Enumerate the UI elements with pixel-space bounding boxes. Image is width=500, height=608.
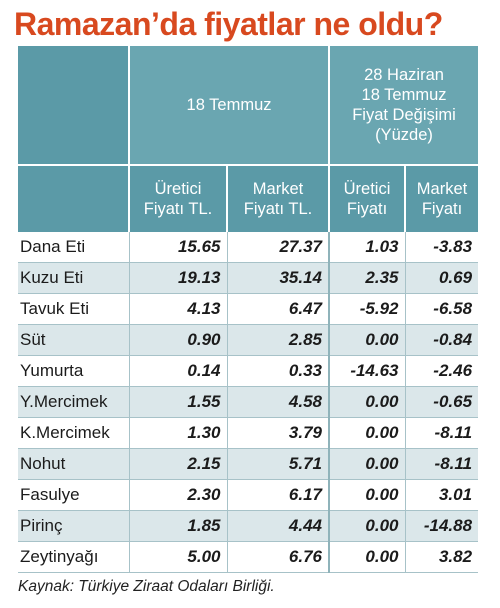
table-row: Nohut 2.15 5.71 0.00 -8.11 (18, 448, 479, 480)
header-market-price: Market Fiyatı TL. (225, 164, 330, 232)
producer-price-cell: 2.15 (128, 448, 227, 480)
header-producer-change: Üretici Fiyatı (328, 164, 406, 232)
market-change-cell: 0.69 (404, 262, 479, 294)
table-row: Fasulye 2.30 6.17 0.00 3.01 (18, 479, 479, 511)
table-row: Dana Eti 15.65 27.37 1.03 -3.83 (18, 232, 479, 263)
market-change-cell: -3.83 (404, 232, 479, 263)
producer-price-cell: 0.90 (128, 324, 227, 356)
producer-price-cell: 15.65 (128, 232, 227, 263)
market-price-cell: 0.33 (226, 355, 330, 387)
producer-change-cell: -14.63 (328, 355, 406, 387)
header-group-change-line: (Yüzde) (375, 126, 433, 144)
producer-change-cell: 2.35 (328, 262, 406, 294)
table-row: Süt 0.90 2.85 0.00 -0.84 (18, 324, 479, 356)
header-group-change-line: 28 Haziran (364, 66, 444, 84)
market-price-cell: 6.76 (226, 541, 330, 573)
producer-change-cell: 0.00 (328, 510, 406, 542)
producer-change-cell: 0.00 (328, 417, 406, 449)
header-market-change: Market Fiyatı (404, 164, 479, 232)
product-name: Kuzu Eti (18, 262, 129, 294)
market-price-cell: 2.85 (226, 324, 330, 356)
header-line: Market (416, 180, 468, 198)
market-change-cell: -2.46 (404, 355, 479, 387)
producer-price-cell: 19.13 (128, 262, 227, 294)
header-line: Üretici (154, 180, 202, 198)
market-price-cell: 35.14 (226, 262, 330, 294)
header-line: Fiyatı TL. (143, 200, 213, 218)
table-row: Tavuk Eti 4.13 6.47 -5.92 -6.58 (18, 293, 479, 325)
product-name: Tavuk Eti (18, 293, 129, 325)
producer-price-cell: 2.30 (128, 479, 227, 511)
product-name: Zeytinyağı (18, 541, 129, 573)
market-price-cell: 4.58 (226, 386, 330, 418)
price-table: 18 Temmuz 28 Haziran 18 Temmuz Fiyat Değ… (18, 46, 479, 573)
product-name: Pirinç (18, 510, 129, 542)
producer-price-cell: 5.00 (128, 541, 227, 573)
header-line: Fiyatı (421, 200, 463, 218)
market-price-cell: 27.37 (226, 232, 330, 263)
producer-change-cell: 0.00 (328, 324, 406, 356)
header-line: Market (252, 180, 304, 198)
market-change-cell: 3.82 (404, 541, 479, 573)
product-name: Dana Eti (18, 232, 129, 263)
market-change-cell: 3.01 (404, 479, 479, 511)
header-row-groups: 18 Temmuz 28 Haziran 18 Temmuz Fiyat Değ… (18, 46, 479, 165)
table-row: K.Mercimek 1.30 3.79 0.00 -8.11 (18, 417, 479, 449)
header-producer-price: Üretici Fiyatı TL. (128, 164, 227, 232)
producer-change-cell: 1.03 (328, 232, 406, 263)
market-price-cell: 6.47 (226, 293, 330, 325)
producer-change-cell: 0.00 (328, 541, 406, 573)
product-name: Nohut (18, 448, 129, 480)
table-row: Kuzu Eti 19.13 35.14 2.35 0.69 (18, 262, 479, 294)
product-name: Y.Mercimek (18, 386, 129, 418)
market-change-cell: -14.88 (404, 510, 479, 542)
header-group-change: 28 Haziran 18 Temmuz Fiyat Değişimi (Yüz… (328, 46, 479, 165)
header-line: Üretici (343, 180, 391, 198)
product-name: Yumurta (18, 355, 129, 387)
table-row: Y.Mercimek 1.55 4.58 0.00 -0.65 (18, 386, 479, 418)
table-row: Zeytinyağı 5.00 6.76 0.00 3.82 (18, 541, 479, 573)
product-name: Fasulye (18, 479, 129, 511)
table-row: Pirinç 1.85 4.44 0.00 -14.88 (18, 510, 479, 542)
producer-change-cell: -5.92 (328, 293, 406, 325)
header-group-change-line: 18 Temmuz (361, 86, 447, 104)
table-row: Yumurta 0.14 0.33 -14.63 -2.46 (18, 355, 479, 387)
header-group-change-line: Fiyat Değişimi (352, 106, 456, 124)
header-line: Fiyatı TL. (243, 200, 313, 218)
market-price-cell: 4.44 (226, 510, 330, 542)
market-change-cell: -0.84 (404, 324, 479, 356)
producer-price-cell: 1.30 (128, 417, 227, 449)
product-name: K.Mercimek (18, 417, 129, 449)
market-change-cell: -8.11 (404, 417, 479, 449)
market-price-cell: 5.71 (226, 448, 330, 480)
producer-change-cell: 0.00 (328, 386, 406, 418)
header-blank-cell (18, 164, 129, 232)
producer-price-cell: 0.14 (128, 355, 227, 387)
producer-change-cell: 0.00 (328, 479, 406, 511)
page-title: Ramazan’da fiyatlar ne oldu? (14, 6, 443, 42)
producer-change-cell: 0.00 (328, 448, 406, 480)
market-price-cell: 3.79 (226, 417, 330, 449)
market-price-cell: 6.17 (226, 479, 330, 511)
header-row-columns: Üretici Fiyatı TL. Market Fiyatı TL. Üreti… (18, 164, 479, 232)
header-line: Fiyatı (346, 200, 388, 218)
header-group-date: 18 Temmuz (127, 46, 330, 165)
producer-price-cell: 4.13 (128, 293, 227, 325)
producer-price-cell: 1.55 (128, 386, 227, 418)
market-change-cell: -8.11 (404, 448, 479, 480)
source-note: Kaynak: Türkiye Ziraat Odaları Birliği. (18, 578, 275, 595)
product-name: Süt (18, 324, 129, 356)
producer-price-cell: 1.85 (128, 510, 227, 542)
header-blank-cell (18, 46, 129, 165)
market-change-cell: -6.58 (404, 293, 479, 325)
market-change-cell: -0.65 (404, 386, 479, 418)
